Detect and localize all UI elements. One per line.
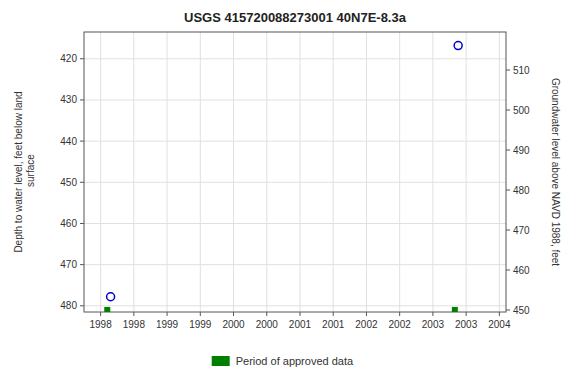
y-axis-label: Depth to water level, feet below land su… (13, 91, 36, 252)
tick-label: 420 (60, 53, 77, 64)
tick-label: 1998 (89, 319, 112, 330)
title: USGS 415720088273001 40N7E-8.3a (184, 10, 407, 25)
tick-label: 430 (60, 94, 77, 105)
tick-label: 2001 (322, 319, 345, 330)
tick-label: 2002 (389, 319, 412, 330)
grid-line (100, 32, 101, 312)
legend: Period of approved data (212, 355, 354, 367)
tick (80, 58, 84, 59)
grid-line (84, 264, 506, 265)
tick-label: 2003 (455, 319, 478, 330)
point (107, 293, 115, 301)
grid-line (299, 32, 300, 312)
tick-label: 480 (513, 185, 530, 196)
grid-line (432, 32, 433, 312)
tick-label: 440 (60, 136, 77, 147)
grid-line (466, 32, 467, 312)
grid-line (84, 141, 506, 142)
grid-line (84, 223, 506, 224)
tick-label: 460 (60, 218, 77, 229)
point (452, 307, 458, 312)
tick-label: 2000 (256, 319, 279, 330)
tick-label: 450 (513, 305, 530, 316)
x-axis: 1998 1998 1999 1999 2000 2000 2001 2001 2002 2002… (89, 312, 510, 330)
tick (333, 312, 334, 316)
marks (104, 42, 462, 312)
tick (399, 312, 400, 316)
tick (167, 312, 168, 316)
grid-line (200, 32, 201, 312)
tick-label: 1999 (156, 319, 179, 330)
tick (80, 305, 84, 306)
tick (366, 312, 367, 316)
tick (133, 312, 134, 316)
tick (506, 110, 510, 111)
tick-label: 480 (60, 300, 77, 311)
grid-line (266, 32, 267, 312)
tick-label: 1998 (123, 319, 146, 330)
tick-label: 2002 (355, 319, 378, 330)
tick-label: 490 (513, 145, 530, 156)
y-axis: 420 430 440 450 460 470 480 (60, 53, 84, 311)
grid-line (84, 99, 506, 100)
tick-label: 500 (513, 105, 530, 116)
tick (506, 70, 510, 71)
tick (100, 312, 101, 316)
tick (506, 190, 510, 191)
tick (466, 312, 467, 316)
plot-frame (84, 32, 506, 312)
tick-label: 470 (60, 259, 77, 270)
tick-label: 510 (513, 65, 530, 76)
grid-line (233, 32, 234, 312)
point (454, 42, 462, 50)
tick (506, 150, 510, 151)
tick-label: 2001 (289, 319, 312, 330)
tick-label: 2003 (422, 319, 445, 330)
tick-label: 2004 (488, 319, 511, 330)
tick-label: 450 (60, 177, 77, 188)
tick (80, 99, 84, 100)
tick (499, 312, 500, 316)
grid (84, 32, 506, 312)
tick (506, 310, 510, 311)
tick-label: 460 (513, 265, 530, 276)
tick (266, 312, 267, 316)
tick (299, 312, 300, 316)
chart: 1998 1998 1999 1999 2000 2000 2001 2001 2002 2002… (0, 0, 576, 384)
grid-line (366, 32, 367, 312)
tick (80, 182, 84, 183)
tick-label: 1999 (189, 319, 212, 330)
tick (233, 312, 234, 316)
tick (80, 223, 84, 224)
point (104, 307, 110, 312)
legend-swatch (212, 356, 230, 366)
grid-line (399, 32, 400, 312)
grid-line (167, 32, 168, 312)
tick (200, 312, 201, 316)
grid-line (499, 32, 500, 312)
grid-line (84, 182, 506, 183)
plot-area (84, 32, 506, 312)
grid-line (84, 58, 506, 59)
grid-line (84, 305, 506, 306)
tick-label: 470 (513, 225, 530, 236)
grid-line (333, 32, 334, 312)
tick (80, 141, 84, 142)
legend-label: Period of approved data (236, 355, 354, 367)
grid-line (133, 32, 134, 312)
y2-axis-label: Groundwater level above NAVD 1988, feet (550, 78, 561, 266)
tick (506, 230, 510, 231)
tick (506, 270, 510, 271)
tick-label: 2000 (222, 319, 245, 330)
tick (80, 264, 84, 265)
y2-axis: 510 500 490 480 470 460 450 (506, 65, 530, 316)
tick (432, 312, 433, 316)
